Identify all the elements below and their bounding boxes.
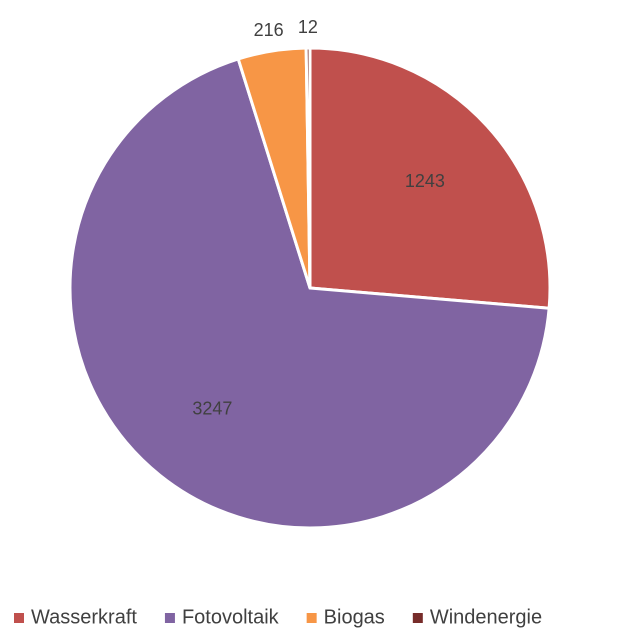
data-label: 216 (254, 20, 284, 40)
legend-marker (412, 613, 423, 623)
legend-marker (164, 613, 175, 623)
data-label: 3247 (192, 398, 232, 418)
legend-label: Biogas (324, 606, 385, 628)
legend-marker (14, 613, 24, 623)
data-label: 12 (298, 17, 318, 37)
legend-label: Windenergie (430, 606, 542, 628)
pie-slice (308, 46, 552, 310)
legend-label: Fotovoltaik (182, 606, 280, 628)
pie-slice (68, 57, 551, 530)
legend-label: Wasserkraft (31, 606, 137, 628)
data-label: 1243 (405, 171, 445, 191)
legend-marker (306, 613, 317, 623)
pie-slice (304, 46, 312, 289)
